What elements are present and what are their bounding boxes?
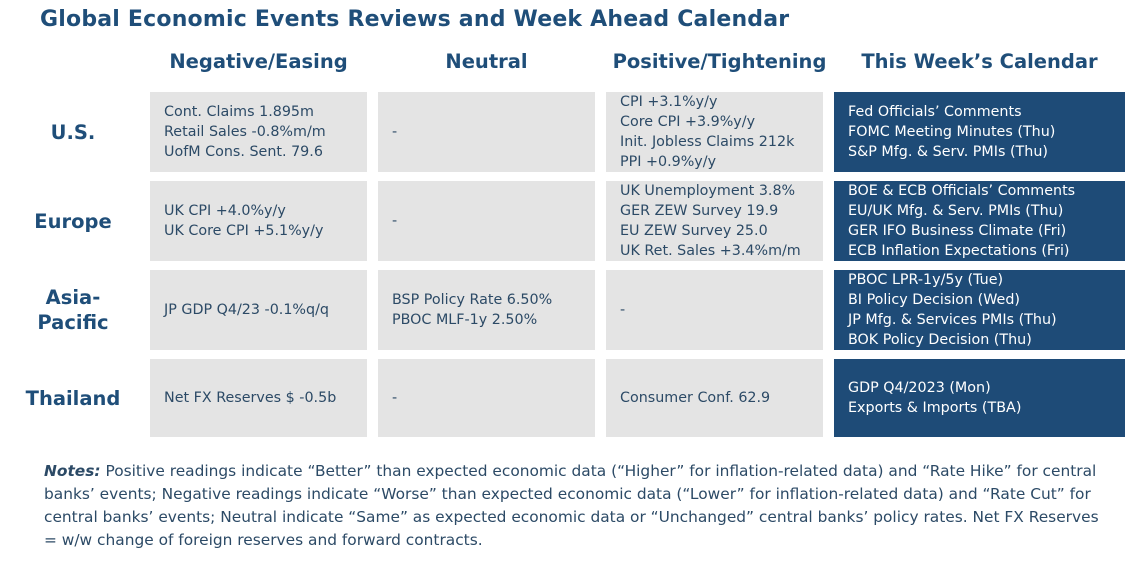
cell-line: GER IFO Business Climate (Fri) [848,223,1067,239]
page-title: Global Economic Events Reviews and Week … [40,7,790,32]
cell-europe-calendar: BOE & ECB Officials’ Comments EU/UK Mfg.… [834,181,1125,261]
cell-us-positive: CPI +3.1%y/y Core CPI +3.9%y/y Init. Job… [606,92,823,172]
cell-line: BOK Policy Decision (Thu) [848,332,1032,348]
cell-us-neutral: - [378,92,595,172]
cell-line: EU/UK Mfg. & Serv. PMIs (Thu) [848,203,1064,219]
notes: Notes: Positive readings indicate “Bette… [44,460,1114,552]
cell-us-calendar: Fed Officials’ Comments FOMC Meeting Min… [834,92,1125,172]
cell-line: JP Mfg. & Services PMIs (Thu) [848,312,1057,328]
cell-asia-neutral: BSP Policy Rate 6.50% PBOC MLF-1y 2.50% [378,270,595,350]
row-header-europe: Europe [34,209,112,233]
cell-thailand-positive: Consumer Conf. 62.9 [606,359,823,437]
cell-thailand-calendar: GDP Q4/2023 (Mon) Exports & Imports (TBA… [834,359,1125,437]
column-header-calendar: This Week’s Calendar [861,50,1098,73]
cell-line: UK Core CPI +5.1%y/y [164,223,324,239]
cell-line: - [392,124,398,140]
column-header-neutral: Neutral [445,50,528,73]
cell-line: CPI +3.1%y/y [620,94,718,110]
cell-line: GDP Q4/2023 (Mon) [848,380,991,396]
cell-europe-neutral: - [378,181,595,261]
cell-line: PBOC MLF-1y 2.50% [392,312,538,328]
cell-line: - [620,302,626,318]
cell-line: UK CPI +4.0%y/y [164,203,286,219]
cell-line: Retail Sales -0.8%m/m [164,124,326,140]
cell-line: Core CPI +3.9%y/y [620,114,756,130]
cell-line: Cont. Claims 1.895m [164,104,314,120]
column-header-negative: Negative/Easing [169,50,348,73]
cell-us-negative: Cont. Claims 1.895m Retail Sales -0.8%m/… [150,92,367,172]
cell-line: Consumer Conf. 62.9 [620,390,771,406]
cell-line: UK Ret. Sales +3.4%m/m [620,243,801,259]
row-header-line: Pacific [37,311,109,334]
cell-line: Fed Officials’ Comments [848,104,1022,120]
cell-line: JP GDP Q4/23 -0.1%q/q [164,302,329,318]
notes-text: Positive readings indicate “Better” than… [44,462,1099,549]
cell-asia-positive: - [606,270,823,350]
cell-line: BOE & ECB Officials’ Comments [848,183,1076,199]
cell-asia-negative: JP GDP Q4/23 -0.1%q/q [150,270,367,350]
cell-thailand-negative: Net FX Reserves $ -0.5b [150,359,367,437]
cell-line: Net FX Reserves $ -0.5b [164,390,337,406]
cell-line: EU ZEW Survey 25.0 [620,223,768,239]
cell-line: UK Unemployment 3.8% [620,183,796,199]
cell-line: S&P Mfg. & Serv. PMIs (Thu) [848,144,1048,160]
cell-line: PPI +0.9%y/y [620,154,717,170]
cell-line: ECB Inflation Expectations (Fri) [848,243,1070,259]
cell-thailand-neutral: - [378,359,595,437]
row-header-us: U.S. [50,120,96,144]
cell-line: - [392,213,398,229]
row-header-line: Asia- [45,286,101,309]
cell-line: UofM Cons. Sent. 79.6 [164,144,323,160]
cell-asia-calendar: PBOC LPR-1y/5y (Tue) BI Policy Decision … [834,270,1125,350]
notes-label: Notes: [44,462,101,480]
cell-line: Exports & Imports (TBA) [848,400,1022,416]
cell-line: BI Policy Decision (Wed) [848,292,1020,308]
cell-line: Init. Jobless Claims 212k [620,134,795,150]
cell-europe-negative: UK CPI +4.0%y/y UK Core CPI +5.1%y/y [150,181,367,261]
row-header-asia-pacific: Asia- Pacific [14,270,132,350]
cell-line: BSP Policy Rate 6.50% [392,292,553,308]
cell-line: - [392,390,398,406]
column-header-positive: Positive/Tightening [612,50,827,73]
cell-line: GER ZEW Survey 19.9 [620,203,779,219]
cell-line: PBOC LPR-1y/5y (Tue) [848,272,1004,288]
cell-europe-positive: UK Unemployment 3.8% GER ZEW Survey 19.9… [606,181,823,261]
row-header-thailand: Thailand [25,386,121,410]
cell-line: FOMC Meeting Minutes (Thu) [848,124,1056,140]
